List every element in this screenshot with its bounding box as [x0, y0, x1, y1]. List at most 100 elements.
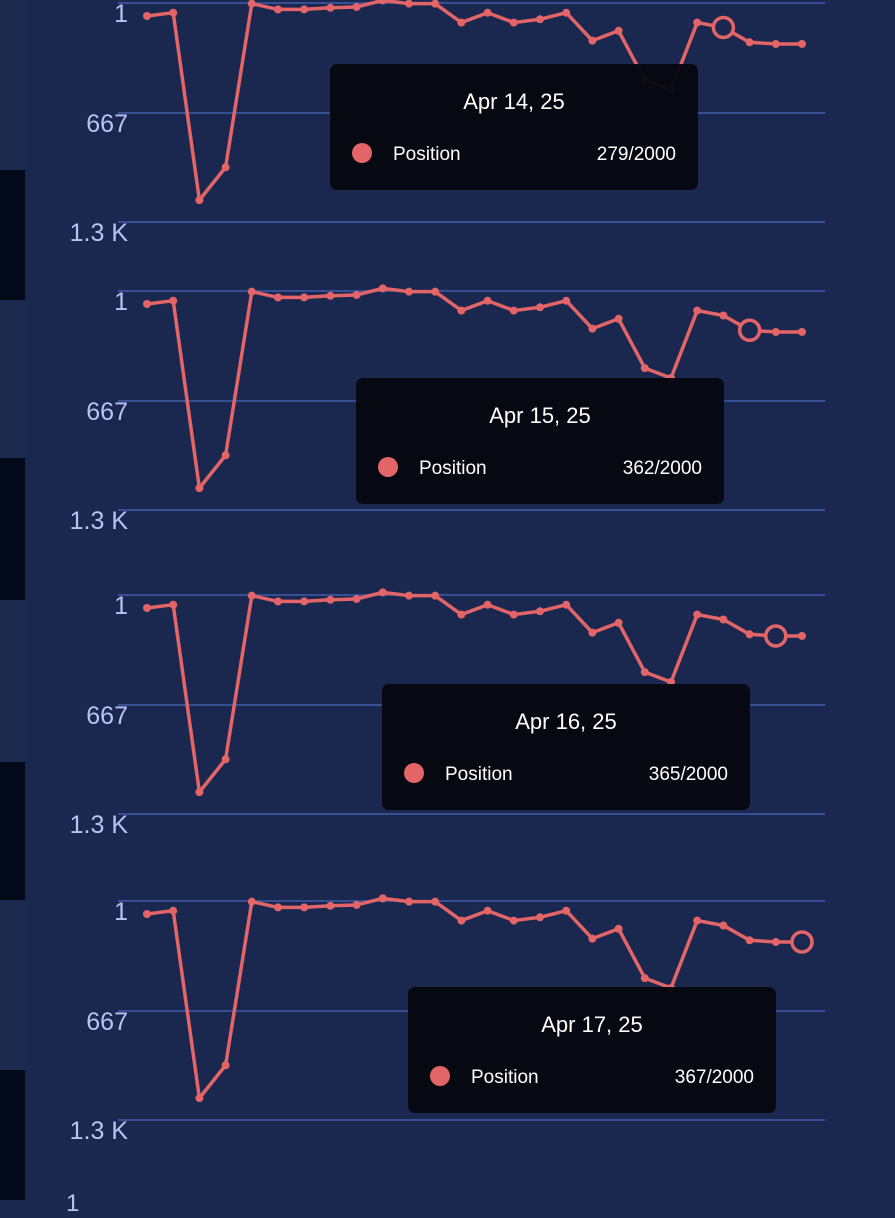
data-point[interactable] [457, 916, 466, 925]
data-point[interactable] [247, 591, 256, 600]
data-point[interactable] [143, 299, 151, 308]
highlighted-point[interactable] [737, 318, 762, 343]
data-point[interactable] [509, 18, 518, 27]
data-point[interactable] [247, 287, 256, 296]
data-point[interactable] [431, 591, 440, 600]
data-point[interactable] [195, 484, 204, 493]
data-point[interactable] [326, 3, 335, 12]
data-point[interactable] [405, 0, 413, 8]
data-point[interactable] [300, 5, 309, 14]
data-point[interactable] [457, 610, 466, 619]
data-point[interactable] [378, 0, 387, 5]
data-point[interactable] [536, 15, 544, 24]
data-point[interactable] [274, 293, 282, 302]
data-point[interactable] [483, 296, 492, 305]
data-point[interactable] [169, 906, 178, 915]
data-point[interactable] [614, 26, 623, 35]
data-point[interactable] [431, 0, 440, 8]
data-point[interactable] [405, 591, 413, 600]
highlighted-point[interactable] [711, 15, 736, 40]
data-point[interactable] [536, 607, 544, 616]
data-point[interactable] [719, 311, 728, 320]
data-point[interactable] [221, 451, 230, 460]
data-point[interactable] [405, 287, 413, 296]
data-point[interactable] [431, 287, 440, 296]
data-point[interactable] [326, 291, 335, 300]
data-point[interactable] [274, 903, 282, 912]
data-point[interactable] [221, 163, 230, 172]
data-point[interactable] [509, 306, 518, 315]
data-point[interactable] [143, 603, 151, 612]
data-point[interactable] [483, 600, 492, 609]
data-point[interactable] [588, 934, 597, 943]
data-point[interactable] [274, 5, 282, 14]
data-point[interactable] [195, 196, 204, 205]
data-point[interactable] [588, 36, 597, 45]
data-point[interactable] [719, 615, 728, 624]
data-point[interactable] [614, 314, 623, 323]
data-point[interactable] [562, 296, 571, 305]
data-point[interactable] [300, 903, 309, 912]
data-point[interactable] [798, 327, 806, 336]
data-point[interactable] [614, 618, 623, 627]
data-point[interactable] [221, 1061, 230, 1070]
data-point[interactable] [798, 39, 806, 48]
data-point[interactable] [719, 921, 728, 930]
data-point[interactable] [326, 595, 335, 604]
data-point[interactable] [378, 588, 387, 597]
data-point[interactable] [143, 909, 151, 918]
data-point[interactable] [352, 290, 361, 299]
data-point[interactable] [588, 628, 597, 637]
data-point[interactable] [562, 906, 571, 915]
data-point[interactable] [352, 900, 361, 909]
data-point[interactable] [378, 894, 387, 903]
data-point[interactable] [614, 924, 623, 933]
data-point[interactable] [352, 594, 361, 603]
data-point[interactable] [326, 901, 335, 910]
data-point[interactable] [640, 974, 649, 983]
data-point[interactable] [352, 2, 361, 11]
data-point[interactable] [169, 296, 178, 305]
data-point[interactable] [247, 897, 256, 906]
highlighted-point[interactable] [790, 930, 814, 954]
data-point[interactable] [247, 0, 256, 8]
data-point[interactable] [798, 631, 806, 640]
data-point[interactable] [457, 306, 466, 315]
data-point[interactable] [536, 913, 544, 922]
data-point[interactable] [405, 897, 413, 906]
data-point[interactable] [169, 600, 178, 609]
data-point[interactable] [693, 916, 702, 925]
data-point[interactable] [693, 18, 702, 27]
data-point[interactable] [457, 18, 466, 27]
data-point[interactable] [378, 284, 387, 293]
data-point[interactable] [195, 788, 204, 797]
data-point[interactable] [483, 8, 492, 17]
data-point[interactable] [771, 39, 780, 48]
data-point[interactable] [143, 11, 151, 20]
data-point[interactable] [588, 324, 597, 333]
data-point[interactable] [195, 1094, 204, 1103]
data-point[interactable] [745, 630, 754, 639]
data-point[interactable] [221, 755, 230, 764]
data-point[interactable] [693, 306, 702, 315]
highlighted-point[interactable] [764, 624, 788, 648]
data-point[interactable] [431, 897, 440, 906]
data-point[interactable] [274, 597, 282, 606]
data-point[interactable] [509, 610, 518, 619]
data-point[interactable] [300, 293, 309, 302]
data-point[interactable] [562, 8, 571, 17]
data-point[interactable] [745, 38, 754, 47]
data-point[interactable] [640, 364, 649, 373]
data-point[interactable] [300, 597, 309, 606]
data-point[interactable] [562, 600, 571, 609]
data-point[interactable] [693, 610, 702, 619]
data-point[interactable] [640, 668, 649, 677]
data-point[interactable] [483, 906, 492, 915]
data-point[interactable] [509, 916, 518, 925]
data-point[interactable] [536, 303, 544, 312]
data-point[interactable] [771, 937, 780, 946]
data-point[interactable] [667, 677, 675, 686]
data-point[interactable] [745, 936, 754, 945]
data-point[interactable] [169, 8, 178, 17]
data-point[interactable] [771, 327, 780, 336]
